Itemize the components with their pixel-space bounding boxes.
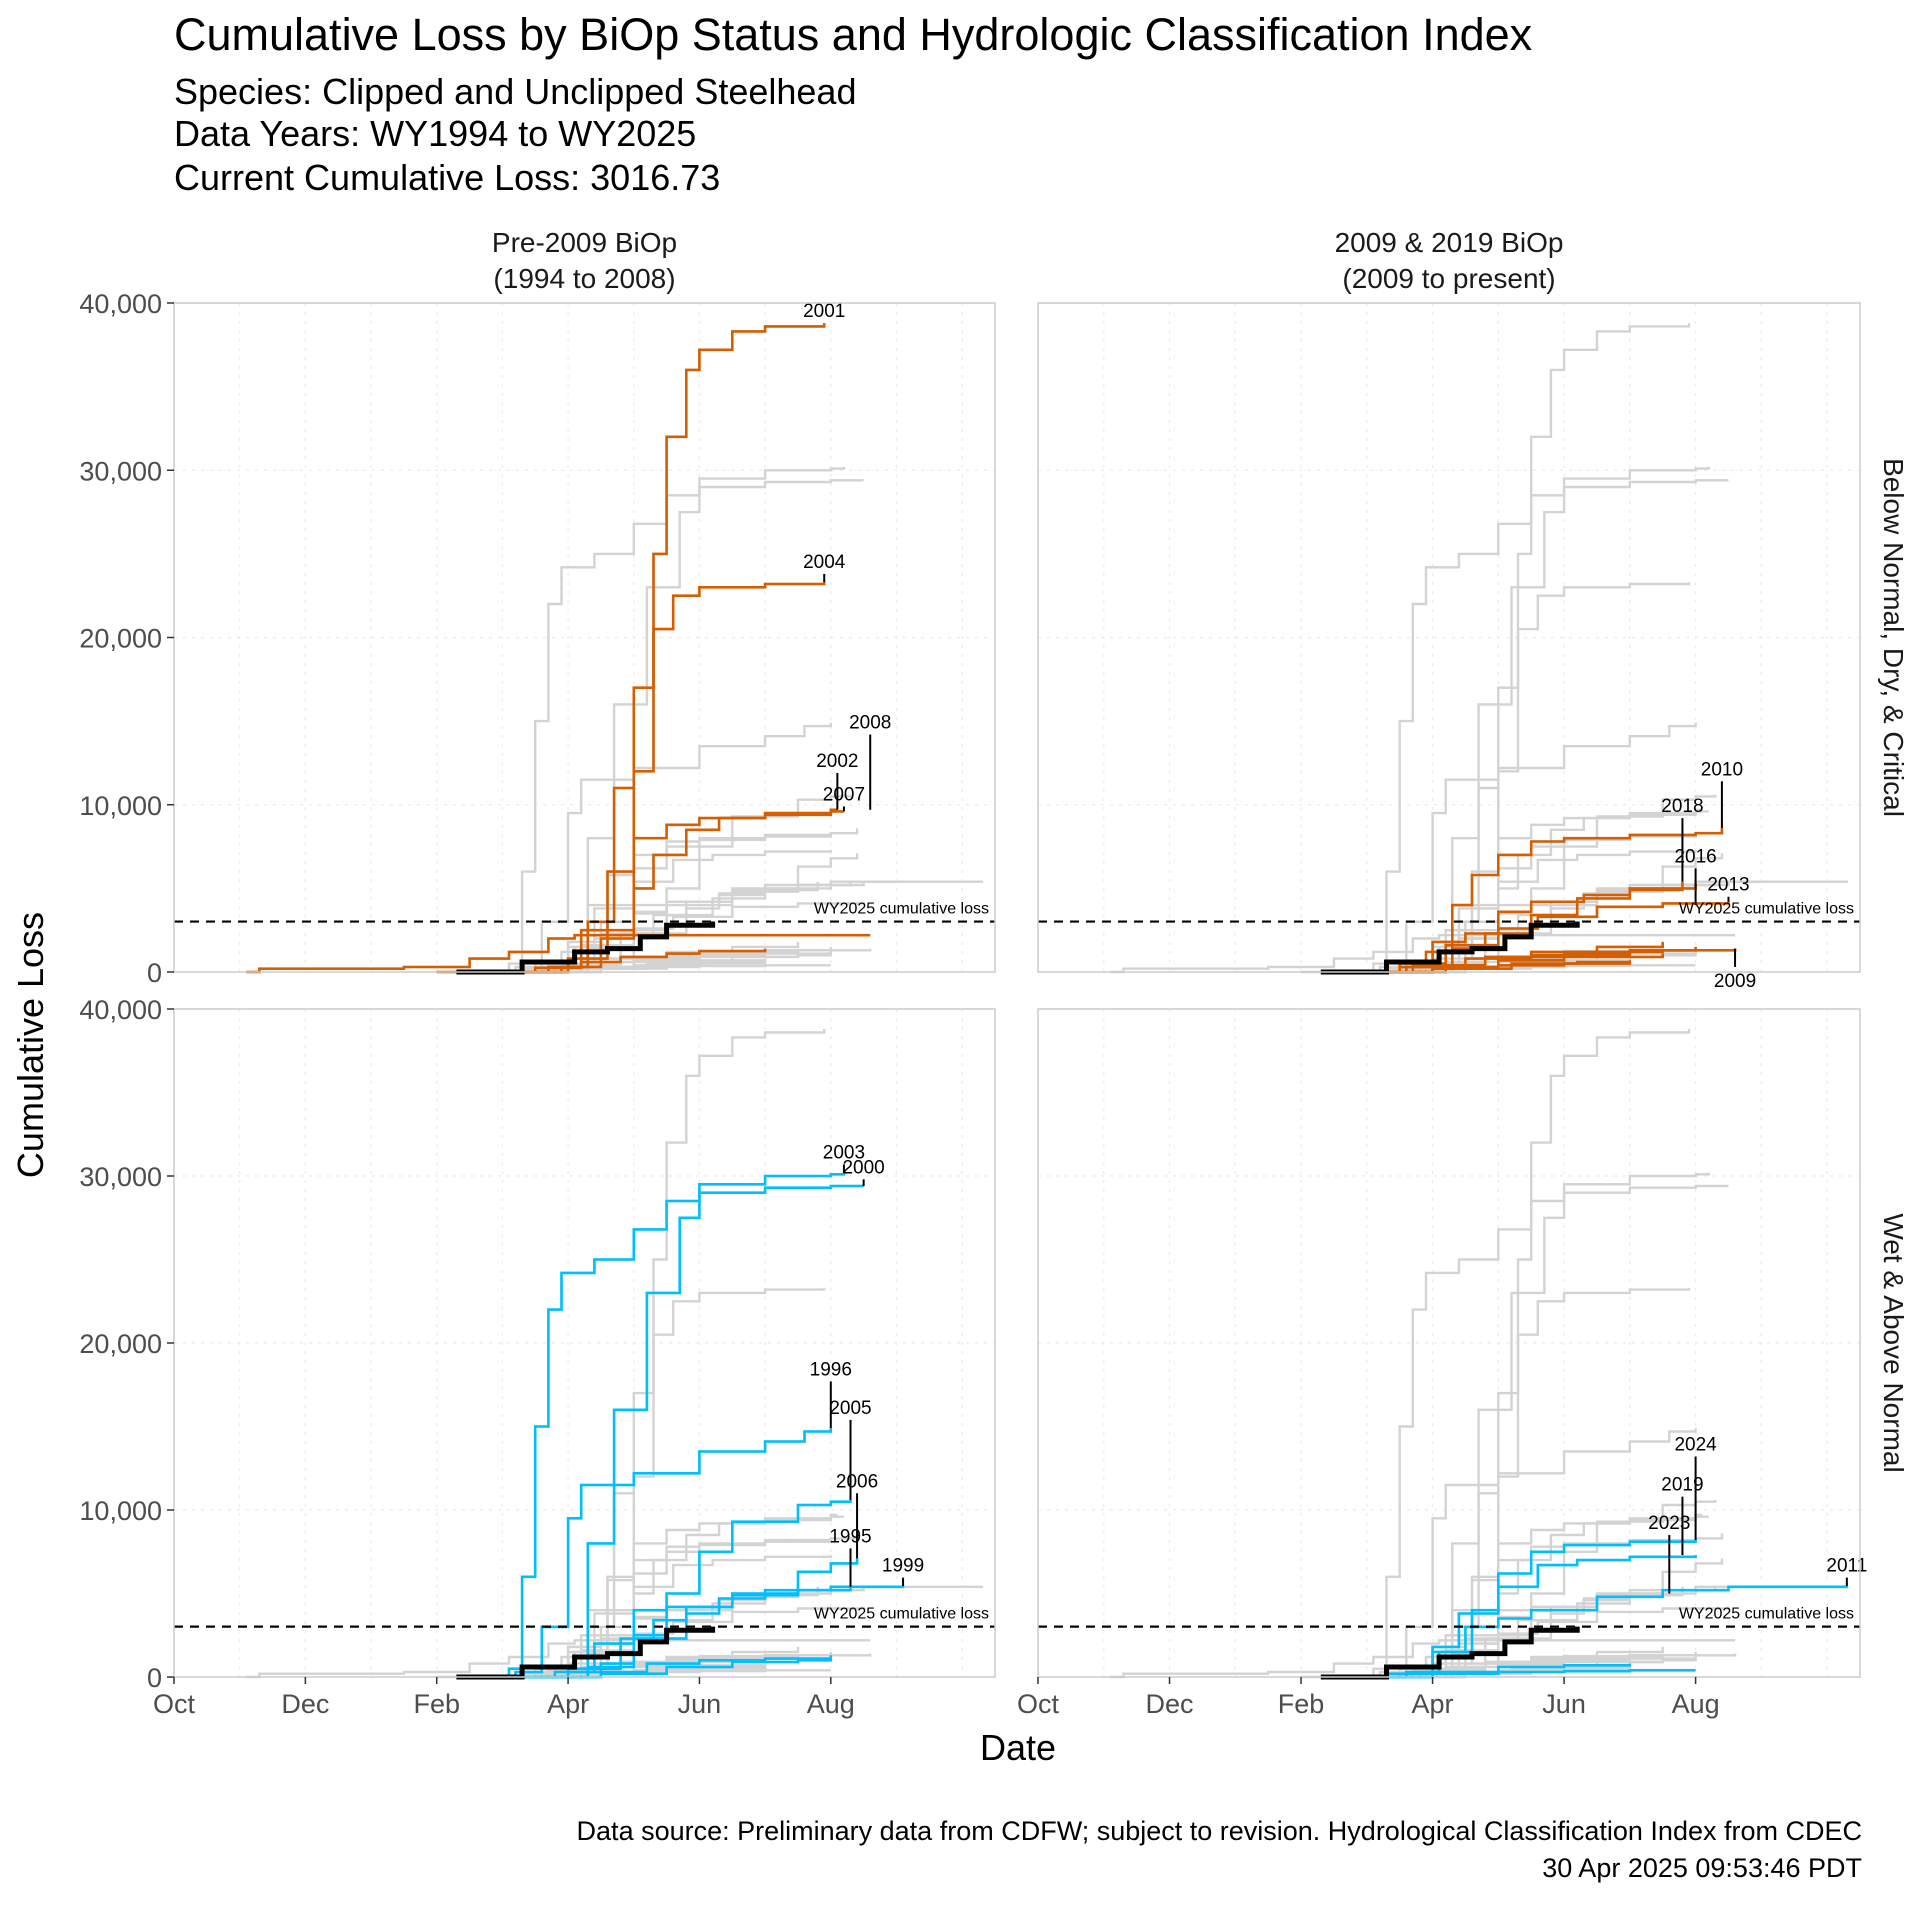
reference-line-label: WY2025 cumulative loss [1679, 1606, 1854, 1623]
x-tick-label-oct: Oct [1017, 1689, 1060, 1719]
reference-line-label: WY2025 cumulative loss [814, 901, 989, 918]
y-tick-label-3: 30,000 [79, 456, 162, 486]
panel-background [174, 303, 995, 972]
year-label-2004: 2004 [803, 552, 846, 573]
series-2023 [1353, 1669, 1696, 1679]
year-label-1995: 1995 [829, 1526, 871, 1547]
y-tick-label-2: 20,000 [79, 624, 162, 654]
year-label-2009: 2009 [1714, 971, 1756, 992]
y-tick-label-1: 10,000 [79, 1496, 162, 1526]
chart-title: Cumulative Loss by BiOp Status and Hydro… [174, 9, 1533, 60]
series-2006 [482, 1558, 859, 1679]
y-axis-title: Cumulative Loss [10, 912, 51, 1178]
panel-border [1037, 302, 1861, 973]
y-tick-label-4: 40,000 [79, 289, 162, 319]
series-1994 [436, 948, 767, 974]
row-strip-0: Below Normal, Dry, & Critical [1878, 458, 1909, 817]
series-2004 [476, 582, 826, 974]
x-tick-label-dec: Dec [1146, 1689, 1194, 1719]
reference-line-label: WY2025 cumulative loss [814, 1606, 989, 1623]
x-tick-label-aug: Aug [807, 1689, 855, 1719]
series-current-year [1320, 1626, 1580, 1680]
series-bg-2003 [469, 466, 846, 974]
year-label-2005: 2005 [829, 1398, 871, 1419]
row-strip-1: Wet & Above Normal [1878, 1213, 1909, 1472]
series-2003 [469, 1172, 846, 1679]
col-strip-0-line-1: (1994 to 2008) [493, 263, 675, 294]
year-label-2016: 2016 [1674, 846, 1716, 867]
col-strip-0-line-0: Pre-2009 BiOp [492, 227, 677, 258]
subtitle-species: Species: Clipped and Unclipped Steelhead [174, 71, 856, 112]
reference-line-label: WY2025 cumulative loss [1679, 901, 1854, 918]
year-label-2024: 2024 [1674, 1435, 1717, 1456]
series-current-year [1320, 921, 1580, 975]
year-label-2003: 2003 [823, 1142, 865, 1163]
series-2018 [1333, 881, 1684, 974]
y-tick-label-0: 0 [147, 1663, 162, 1693]
series-2014 [1347, 960, 1632, 974]
series-bg-2003 [1333, 466, 1710, 974]
series-1996 [469, 1428, 833, 1679]
subtitle-current-loss: Current Cumulative Loss: 3016.73 [174, 157, 720, 198]
series-bg-2003 [1333, 1172, 1710, 1679]
series-2008 [246, 933, 871, 974]
x-axis-title: Date [980, 1727, 1056, 1768]
series-bg-2008 [1110, 1639, 1736, 1679]
caption-timestamp: 30 Apr 2025 09:53:46 PDT [1542, 1853, 1862, 1883]
x-tick-label-oct: Oct [153, 1689, 196, 1719]
year-label-2010: 2010 [1701, 759, 1743, 780]
col-strip-1-line-1: (2009 to present) [1342, 263, 1555, 294]
year-label-2001: 2001 [803, 301, 845, 322]
x-tick-label-dec: Dec [281, 1689, 329, 1719]
year-label-2023: 2023 [1648, 1513, 1690, 1534]
x-tick-label-apr: Apr [1412, 1689, 1454, 1719]
facet-panels: WY2025 cumulative loss 2001 2004 2008 2002 20… [79, 227, 1909, 1719]
y-tick-label-4: 40,000 [79, 995, 162, 1025]
year-label-1996: 1996 [810, 1359, 852, 1380]
x-tick-label-apr: Apr [547, 1689, 589, 1719]
year-label-2008: 2008 [849, 713, 891, 734]
year-label-1999: 1999 [882, 1556, 924, 1577]
y-tick-label-2: 20,000 [79, 1329, 162, 1359]
series-2022 [1347, 949, 1689, 974]
year-label-2018: 2018 [1661, 796, 1703, 817]
panel-background [174, 1009, 995, 1677]
panel-border [1037, 1008, 1861, 1678]
panel-background [1038, 303, 1860, 972]
x-tick-label-jun: Jun [1542, 1689, 1586, 1719]
caption-source: Data source: Preliminary data from CDFW;… [577, 1816, 1862, 1846]
series-2005 [482, 1500, 852, 1679]
series-2024 [1340, 1540, 1697, 1679]
series-current-year [456, 1626, 716, 1680]
col-strip-1-line-0: 2009 & 2019 BiOp [1335, 227, 1564, 258]
year-label-2002: 2002 [816, 751, 858, 772]
x-tick-label-feb: Feb [413, 1689, 460, 1719]
year-label-2006: 2006 [836, 1471, 878, 1492]
series-bg-2008 [246, 1639, 871, 1679]
panel-background [1038, 1009, 1860, 1677]
year-label-2013: 2013 [1707, 875, 1749, 896]
y-tick-label-1: 10,000 [79, 791, 162, 821]
year-label-2019: 2019 [1661, 1475, 1703, 1496]
x-tick-label-aug: Aug [1672, 1689, 1720, 1719]
year-label-2007: 2007 [823, 784, 865, 805]
panel-dry-post: WY2025 cumulative loss 2010 2018 2016 2013 20… [1037, 302, 1861, 992]
subtitle-years: Data Years: WY1994 to WY2025 [174, 113, 696, 154]
panel-dry-pre: WY2025 cumulative loss 2001 2004 2008 2002 20… [79, 289, 996, 988]
panel-wet-post: WY2025 cumulative loss 2024 2019 2023 2011 Oc… [1017, 1008, 1867, 1719]
series-bg-2014 [482, 960, 767, 974]
x-tick-label-jun: Jun [678, 1689, 722, 1719]
y-tick-label-0: 0 [147, 958, 162, 988]
series-bg-2014 [1347, 1665, 1631, 1679]
year-label-2000: 2000 [842, 1157, 884, 1178]
series-2007 [476, 810, 844, 974]
series-bg-2008 [1110, 934, 1736, 974]
series-current-year [456, 921, 716, 975]
year-label-2011: 2011 [1826, 1556, 1867, 1577]
y-tick-label-3: 30,000 [79, 1162, 162, 1192]
x-tick-label-feb: Feb [1278, 1689, 1325, 1719]
